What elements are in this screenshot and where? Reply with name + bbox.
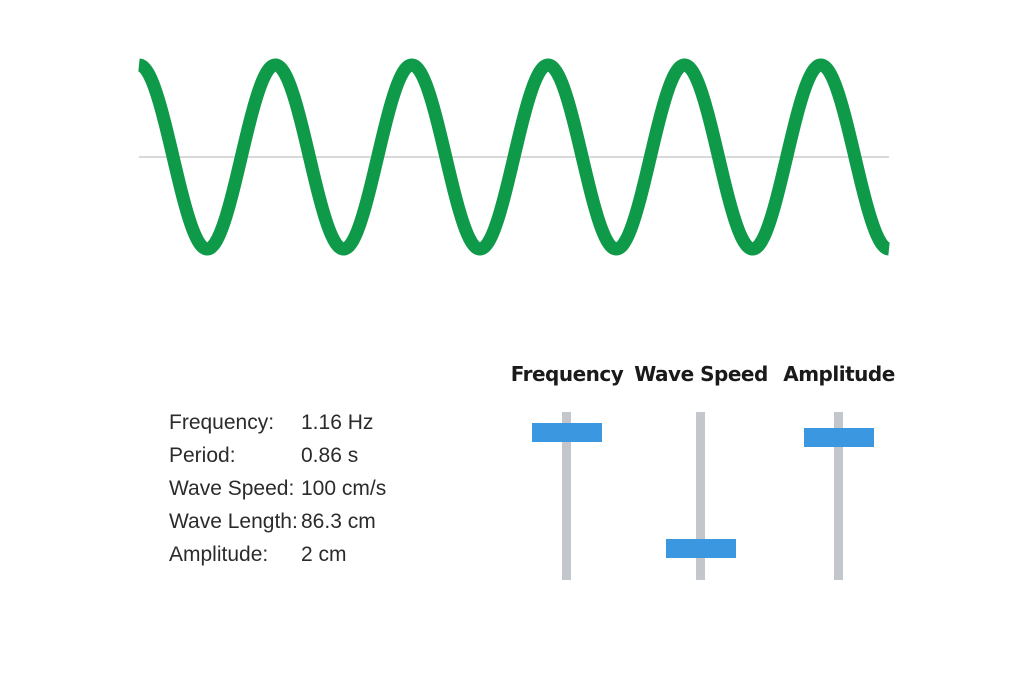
wave-speed-slider[interactable]: Wave Speed	[631, 362, 771, 592]
amplitude-value: 2 cm	[301, 543, 347, 566]
wave-speed-slider-track[interactable]	[696, 412, 705, 580]
amplitude-label: Amplitude:	[169, 543, 269, 566]
wave-length-label: Wave Length:	[169, 510, 298, 533]
wave-readout-panel: Frequency: 1.16 Hz Period: 0.86 s Wave S…	[169, 410, 421, 568]
frequency-value: 1.16 Hz	[301, 411, 374, 434]
wave-speed-value: 100 cm/s	[301, 477, 387, 500]
amplitude-slider-thumb[interactable]	[804, 427, 874, 447]
wave-speed-slider-thumb[interactable]	[666, 538, 736, 558]
wave-speed-label: Wave Speed:	[169, 477, 295, 500]
amplitude-slider-title: Amplitude	[783, 362, 895, 386]
amplitude-slider-track[interactable]	[834, 412, 843, 580]
frequency-label: Frequency:	[169, 411, 275, 434]
wave-display	[138, 58, 890, 256]
wave-speed-slider-title: Wave Speed	[634, 362, 768, 386]
wave-curve	[138, 58, 890, 256]
amplitude-slider[interactable]: Amplitude	[769, 362, 909, 592]
frequency-slider-thumb[interactable]	[532, 422, 602, 442]
period-label: Period:	[169, 444, 236, 467]
wave-length-value: 86.3 cm	[301, 510, 376, 533]
frequency-slider[interactable]: Frequency	[497, 362, 637, 592]
frequency-slider-track[interactable]	[562, 412, 571, 580]
period-value: 0.86 s	[301, 444, 359, 467]
frequency-slider-title: Frequency	[510, 362, 624, 386]
